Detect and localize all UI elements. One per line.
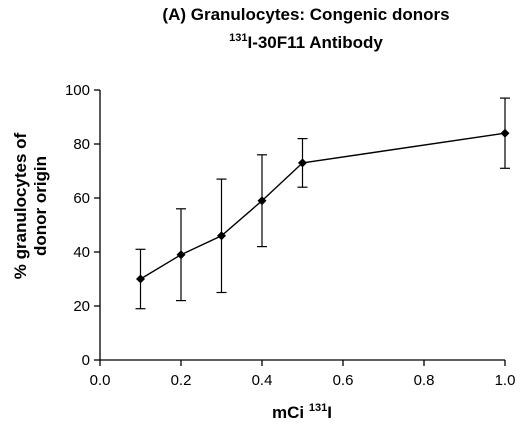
y-ticks: 0 20 40 60 80 100 bbox=[65, 82, 100, 369]
x-ticks: 0.0 0.2 0.4 0.6 0.8 1.0 bbox=[90, 360, 516, 389]
data-point-diamond bbox=[176, 250, 186, 260]
chart-title-sup: 131 bbox=[229, 32, 247, 44]
y-tick-label: 60 bbox=[73, 190, 90, 207]
data-point-diamond bbox=[298, 158, 307, 168]
y-axis-label-line2: donor origin bbox=[31, 156, 50, 256]
y-tick-label: 0 bbox=[82, 352, 90, 369]
x-tick-label: 0.0 bbox=[90, 372, 111, 389]
x-tick-label: 0.4 bbox=[252, 372, 273, 389]
chart-title-main: I-30F11 Antibody bbox=[247, 33, 383, 52]
data-point-diamond bbox=[136, 274, 145, 284]
y-axis-label-line1: % granulocytes of bbox=[11, 132, 30, 279]
chart-title-line2: 131I-30F11 Antibody bbox=[229, 32, 383, 52]
series-line bbox=[140, 132, 506, 280]
data-point-diamond bbox=[217, 231, 226, 241]
x-tick-label: 0.8 bbox=[414, 372, 435, 389]
y-tick-label: 40 bbox=[73, 244, 90, 261]
x-axis-label: mCi 131I bbox=[272, 402, 332, 422]
data-point-diamond bbox=[500, 128, 510, 138]
x-tick-label: 0.6 bbox=[333, 372, 354, 389]
y-tick-label: 80 bbox=[73, 136, 90, 153]
x-axis-label-main: mCi bbox=[272, 403, 309, 422]
x-axis-label-sup: 131 bbox=[309, 402, 327, 414]
y-axis-label: % granulocytes of donor origin bbox=[11, 132, 50, 279]
x-axis-label-end: I bbox=[327, 403, 332, 422]
data-point-diamond bbox=[257, 196, 267, 206]
y-tick-label: 20 bbox=[73, 298, 90, 315]
chart-title-line1: (A) Granulocytes: Congenic donors bbox=[162, 5, 449, 24]
series-layer bbox=[135, 97, 510, 310]
y-tick-label: 100 bbox=[65, 82, 90, 99]
x-tick-label: 1.0 bbox=[495, 372, 516, 389]
x-tick-label: 0.2 bbox=[171, 372, 192, 389]
